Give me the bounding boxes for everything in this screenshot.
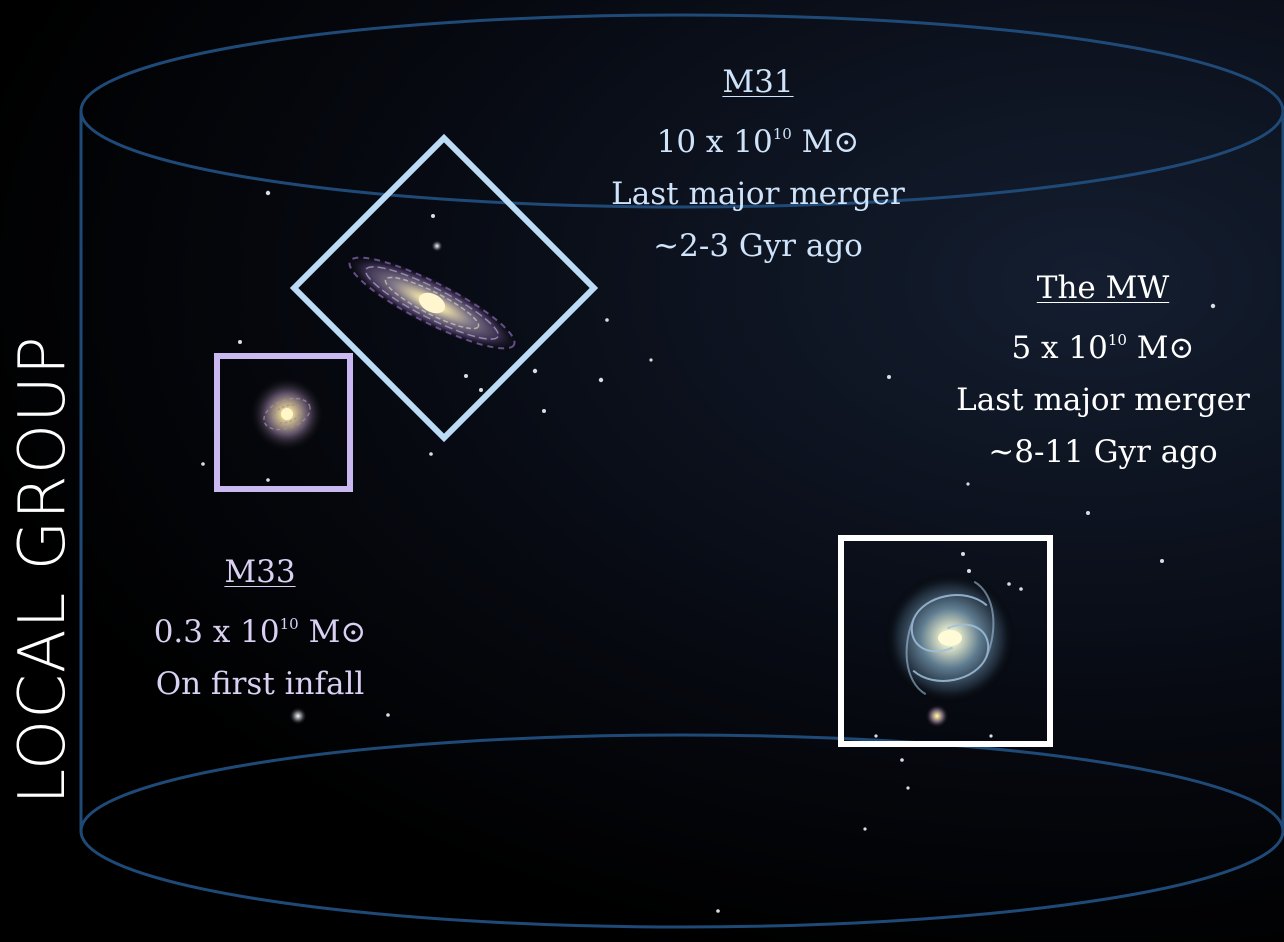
mw-highlight-frame <box>838 535 1053 747</box>
satellite-stars <box>201 190 1216 913</box>
mw-name: The MW <box>1036 270 1170 306</box>
mw-merger-time: ~8-11 Gyr ago <box>988 434 1218 470</box>
local-group-title: LOCAL GROUP <box>6 300 80 840</box>
mw-mass: 5 x 1010 M⊙ <box>1011 330 1195 366</box>
m31-highlight-frame <box>289 133 599 443</box>
m33-mass: 0.3 x 1010 M⊙ <box>153 614 367 650</box>
m33-infall-label: On first infall <box>155 666 365 702</box>
m31-merger-label: Last major merger <box>611 176 905 212</box>
local-group-title-text: LOCAL GROUP <box>6 335 80 805</box>
m33-galaxy-image <box>249 376 325 452</box>
m31-galaxy-image <box>344 253 520 353</box>
m31-label: M31 10 x 1010 M⊙ Last major merger ~2-3 … <box>588 56 928 272</box>
mw-label: The MW 5 x 1010 M⊙ Last major merger ~8-… <box>938 262 1268 478</box>
m33-highlight-frame <box>214 353 353 492</box>
m33-label: M33 0.3 x 1010 M⊙ On first infall <box>120 546 400 710</box>
m31-merger-time: ~2-3 Gyr ago <box>653 228 863 264</box>
mw-galaxy-image <box>884 572 1016 728</box>
mw-merger-label: Last major merger <box>956 382 1250 418</box>
cylinder-bottom-ellipse <box>79 733 1284 929</box>
m31-name: M31 <box>722 64 794 100</box>
m31-mass: 10 x 1010 M⊙ <box>656 124 860 160</box>
m33-name: M33 <box>224 554 296 590</box>
cylinder-outline <box>79 13 1284 929</box>
